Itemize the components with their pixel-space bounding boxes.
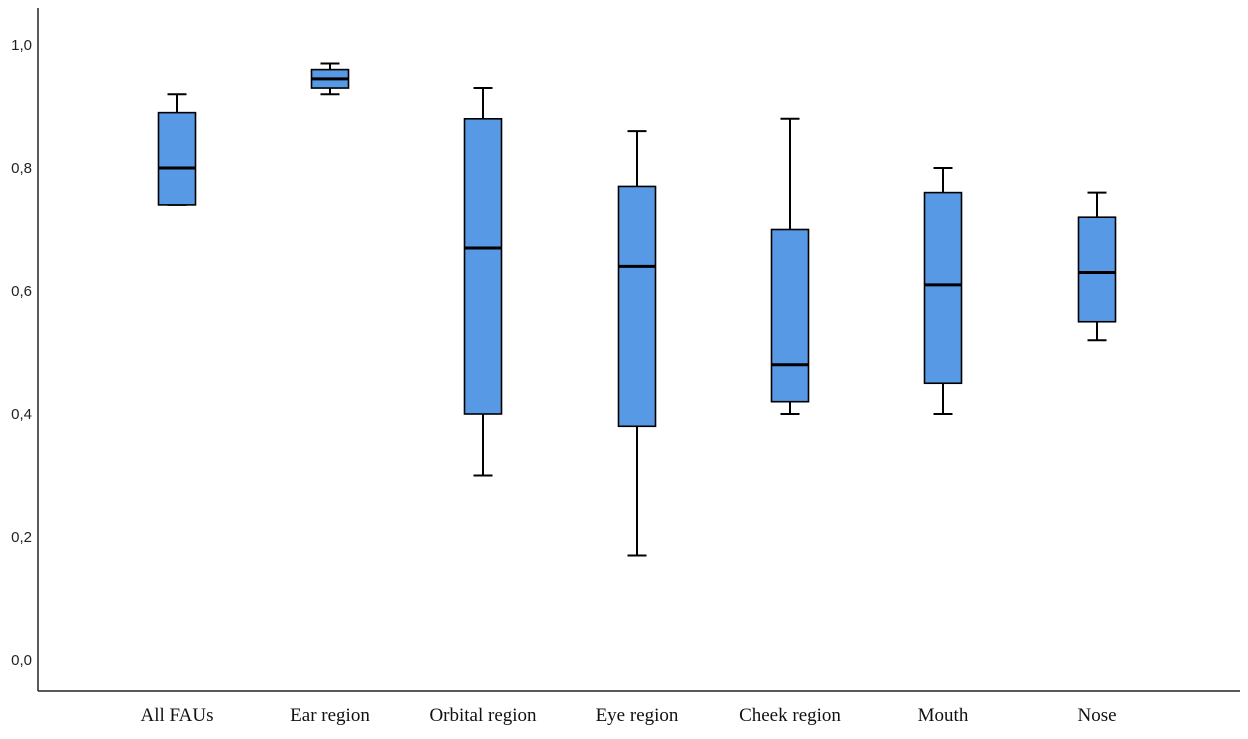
- iqr-box: [463, 118, 503, 415]
- box-cheek-region: [770, 117, 810, 415]
- x-category-label: Mouth: [918, 705, 969, 726]
- iqr-box: [157, 111, 197, 206]
- x-category-label: Eye region: [596, 705, 679, 726]
- x-category-label: Nose: [1077, 705, 1116, 726]
- iqr-box: [770, 228, 810, 403]
- y-tick-label: 0,6: [11, 283, 32, 300]
- iqr-box: [923, 191, 963, 385]
- x-category-label: Ear region: [290, 705, 370, 726]
- box-nose: [1077, 191, 1117, 342]
- iqr-box: [617, 185, 657, 428]
- box-ear-region: [310, 62, 350, 96]
- x-category-label: All FAUs: [140, 705, 213, 726]
- iqr-box: [1077, 216, 1117, 323]
- boxes-group: [157, 62, 1117, 557]
- y-tick-label: 0,2: [11, 529, 32, 546]
- box-eye-region: [617, 130, 657, 557]
- box-all-faus: [157, 93, 197, 206]
- x-category-label: Orbital region: [429, 705, 537, 726]
- x-category-label: Cheek region: [739, 705, 841, 726]
- y-axis: 0,0 0,2 0,4 0,6 0,8 1,0: [11, 8, 39, 691]
- y-tick-label: 0,8: [11, 160, 32, 177]
- y-tick-label: 0,0: [11, 652, 32, 669]
- x-axis: All FAUs Ear region Orbital region Eye regi…: [38, 690, 1240, 726]
- box-mouth: [923, 167, 963, 415]
- y-tick-label: 0,4: [11, 406, 32, 423]
- y-tick-label: 1,0: [11, 37, 32, 54]
- box-orbital-region: [463, 87, 503, 477]
